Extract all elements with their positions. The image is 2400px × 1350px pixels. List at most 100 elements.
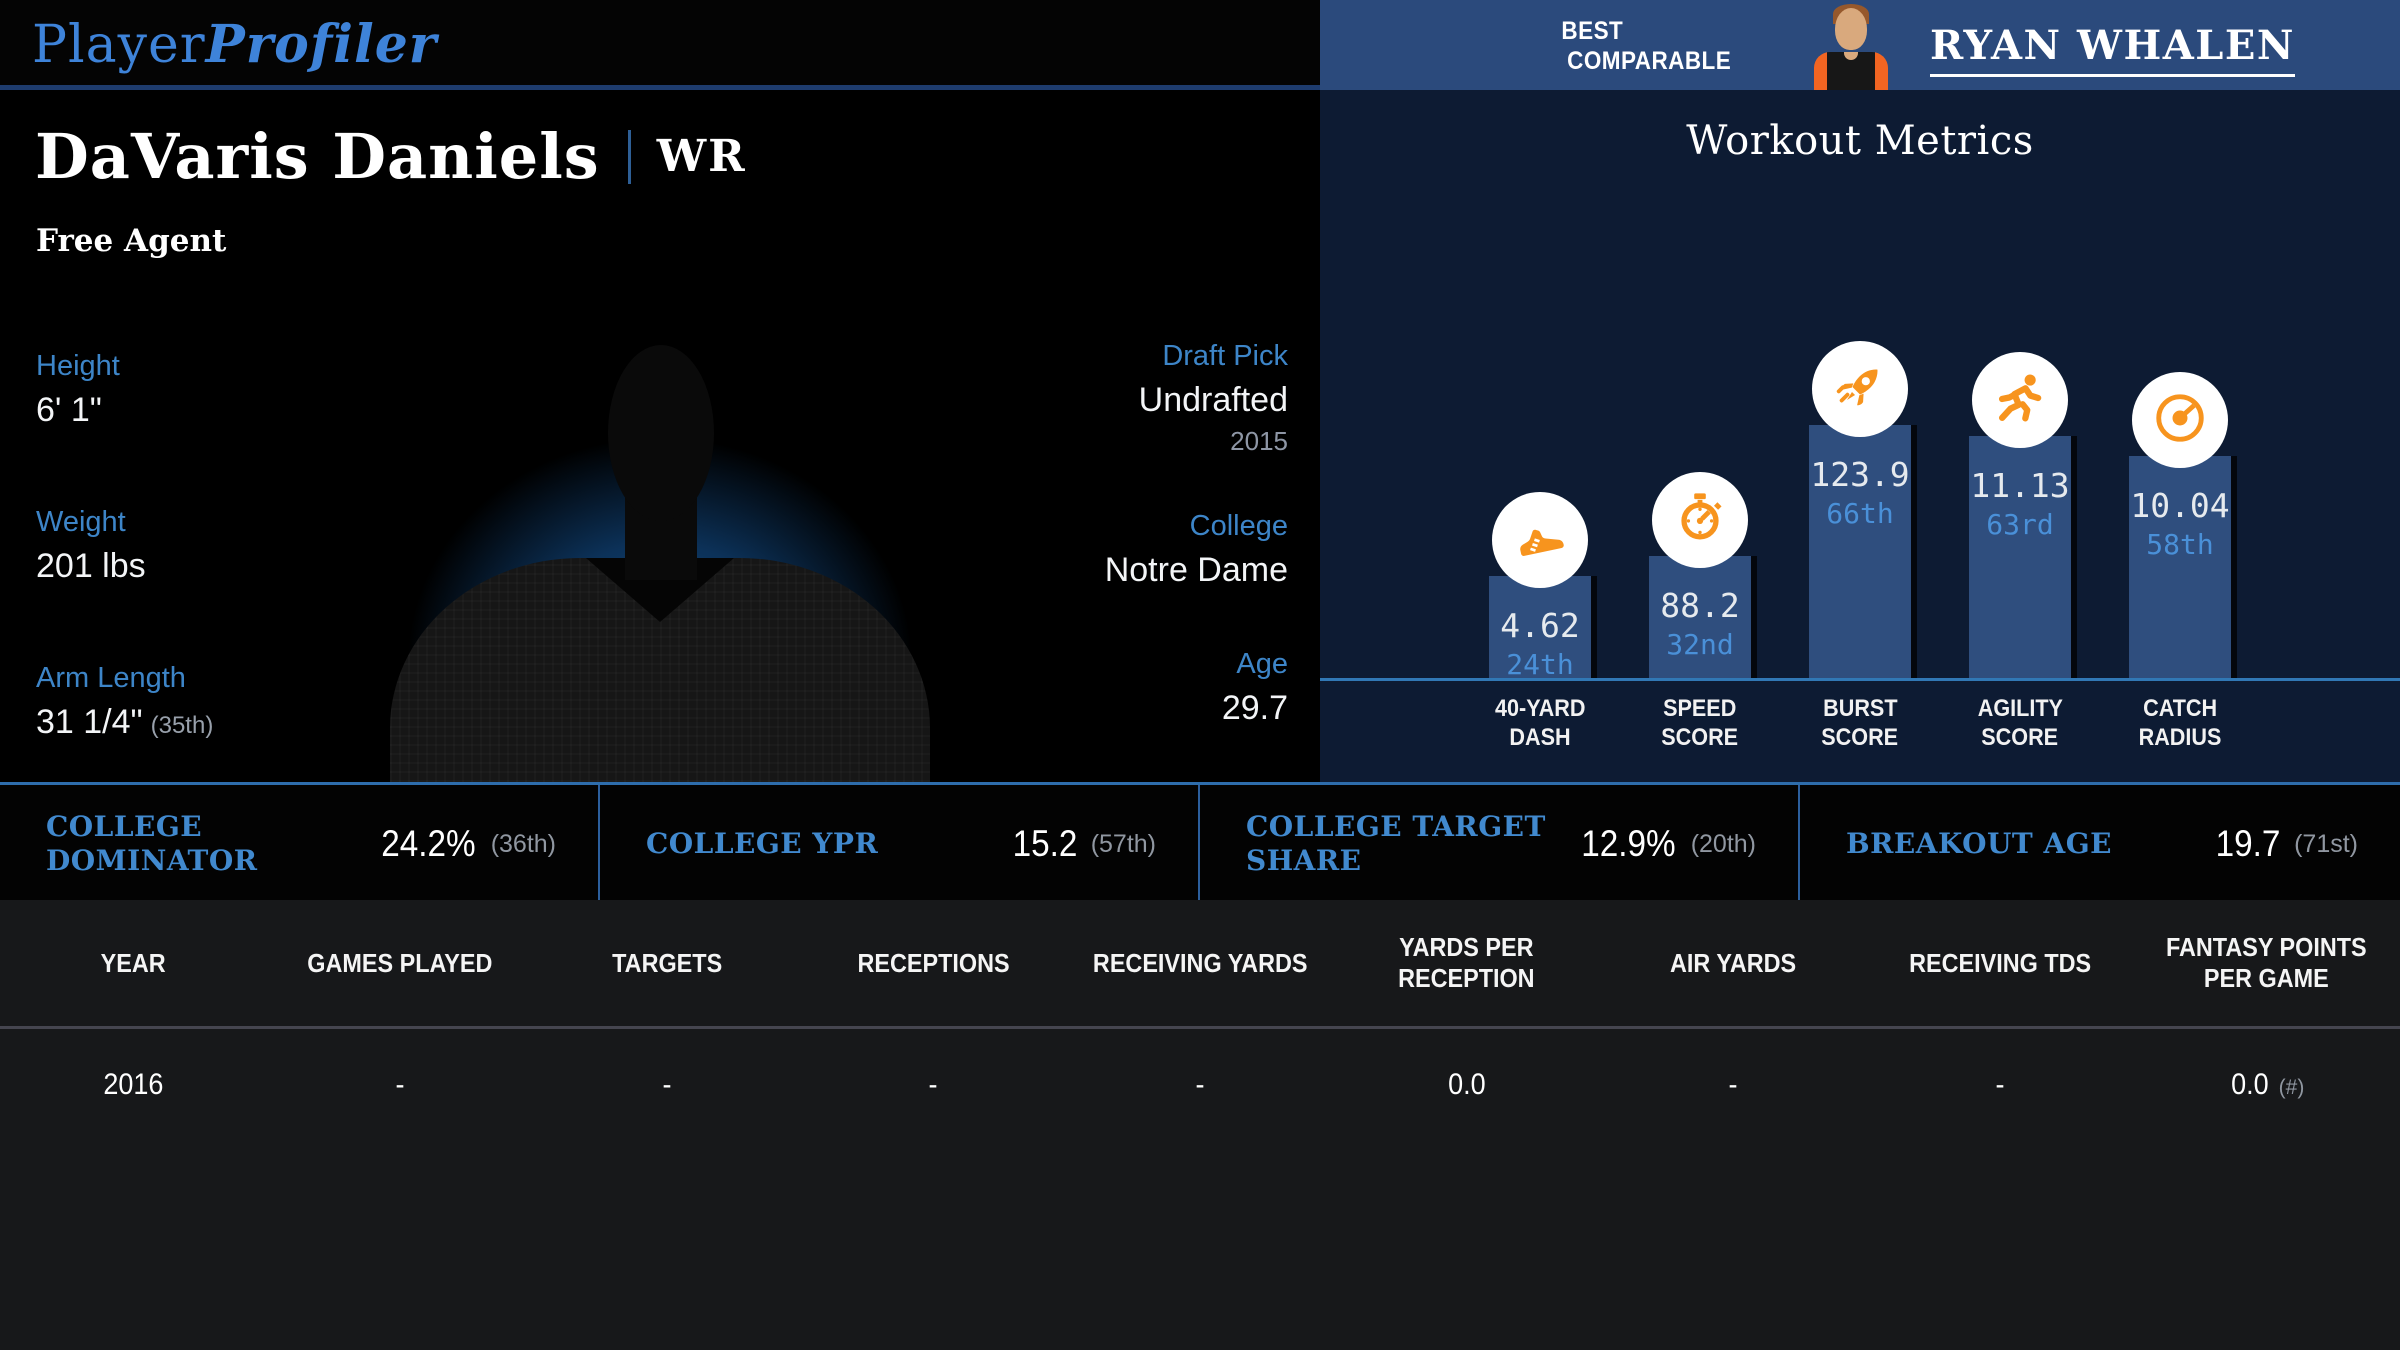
column-header-receptions: RECEPTIONS (857, 947, 1010, 978)
college-stat-percentile: (57th) (1090, 829, 1156, 858)
bio-note: 2015 (1230, 426, 1288, 456)
bio-label: Weight (36, 506, 126, 538)
radius-icon-circle (2132, 372, 2228, 468)
logo-text-bold: Profiler (205, 14, 438, 75)
college-stat-value: 12.9% (20th) (1576, 823, 1756, 865)
stopwatch-icon-circle (1652, 472, 1748, 568)
page-title: DaVaris Daniels (35, 120, 600, 193)
best-comparable-heading: BEST COMPARABLE (1558, 16, 1740, 76)
metric-axis-label: AGILITY SCORE (1977, 695, 2063, 751)
college-stat-percentile: (71st) (2294, 829, 2358, 858)
bio-label: College (1189, 510, 1288, 542)
metric-percentile: 66th (1826, 497, 1894, 530)
bio-label: Height (36, 350, 120, 382)
comparable-player-photo[interactable] (1808, 0, 1894, 90)
table-cell-note: (#) (2278, 1076, 2305, 1099)
metric-value: 10.04 (2130, 486, 2230, 525)
best-comparable-line2: COMPARABLE (1567, 47, 1732, 75)
metric-bar-burst-score: 123.9 66th (1809, 341, 1911, 678)
bio-value: 201 lbs (36, 547, 146, 585)
bio-label: Arm Length (36, 662, 186, 694)
comparable-player-link[interactable]: RYAN WHALEN (1930, 22, 2295, 77)
metric-percentile: 63rd (1986, 508, 2054, 541)
radius-icon (2151, 389, 2209, 452)
bio-value: 31 1/4" (35th) (36, 703, 214, 741)
silhouette-head (608, 345, 714, 521)
chart-title: Workout Metrics (1686, 118, 2034, 164)
college-stat-label: BREAKOUT AGE (1846, 827, 2112, 860)
bio-item-college: College Notre Dame (1105, 510, 1288, 590)
bio-item-draft-pick: Draft Pick Undrafted 2015 (1139, 340, 1288, 457)
table-cell: - (1995, 1068, 2005, 1101)
chart-axis-line (1320, 678, 2400, 681)
college-stat-label: COLLEGE YPR (646, 827, 879, 860)
metric-value: 4.62 (1500, 606, 1580, 645)
bio-value: Notre Dame (1104, 551, 1288, 589)
player-profiler-logo[interactable]: PlayerProfiler (32, 14, 437, 75)
column-header-air-yards: AIR YARDS (1670, 947, 1797, 978)
player-position: WR (656, 131, 747, 182)
metric-bar-agility-score: 11.13 63rd (1969, 352, 2071, 678)
table-cell: 0.0 (1447, 1068, 1486, 1101)
best-comparable-band: BEST COMPARABLE RYAN WHALEN (1320, 0, 2400, 90)
column-header-year: YEAR (100, 947, 166, 978)
bio-note: (35th) (150, 712, 214, 739)
bio-item-age: Age 29.7 (1222, 648, 1288, 728)
table-cell: 0.0 (#) (2231, 1068, 2305, 1101)
table-cell: - (1195, 1068, 1205, 1101)
college-stat-number: 24.2% (381, 823, 476, 864)
column-header-targets: TARGETS (611, 947, 722, 978)
rocket-icon-circle (1812, 341, 1908, 437)
bio-label: Draft Pick (1162, 340, 1288, 372)
college-stat-value: 24.2% (36th) (376, 823, 556, 865)
college-stat-percentile: (36th) (490, 829, 556, 858)
table-cell: - (662, 1068, 672, 1101)
metric-percentile: 24th (1506, 648, 1574, 681)
stats-table-divider (0, 1026, 2400, 1029)
college-stats-row: COLLEGE DOMINATOR 24.2% (36th) COLLEGE YPR 1… (0, 782, 2400, 903)
column-header-yards-per-reception: YARDS PER RECEPTION (1398, 932, 1535, 993)
table-cell: - (928, 1068, 938, 1101)
column-header-games-played: GAMES PLAYED (307, 947, 493, 978)
metric-bar-catch-radius: 10.04 58th (2129, 372, 2231, 678)
metric-value: 11.13 (1970, 466, 2070, 505)
player-name-row: DaVaris Daniels WR (35, 120, 747, 193)
name-position-divider (627, 129, 631, 184)
photo-head (1835, 8, 1867, 50)
column-header-receiving-yards: RECEIVING YARDS (1092, 947, 1308, 978)
season-stats-table: YEAR GAMES PLAYED TARGETS RECEPTIONS RECEIVI… (0, 900, 2400, 1350)
metric-axis-label: BURST SCORE (1821, 695, 1899, 751)
metric-axis-label: 40-YARD DASH (1494, 695, 1586, 751)
bio-value: 6' 1" (36, 391, 102, 429)
college-stat-value: 19.7 (71st) (2212, 823, 2358, 865)
metric-axis-label: SPEED SCORE (1661, 695, 1739, 751)
bio-item-arm-length: Arm Length 31 1/4" (35th) (36, 662, 213, 742)
player-hero-panel: DaVaris Daniels WR Free Agent Height 6' 1… (0, 90, 1320, 782)
table-cell: - (1728, 1068, 1738, 1101)
college-stat-value: 15.2 (57th) (1009, 823, 1156, 865)
bio-item-height: Height 6' 1" (36, 350, 120, 430)
college-stat-number: 12.9% (1581, 823, 1676, 864)
metric-percentile: 32nd (1666, 628, 1734, 661)
column-header-receiving-tds: RECEIVING TDS (1908, 947, 2091, 978)
runner-icon (1991, 369, 2049, 432)
college-stat-label: COLLEGE TARGET SHARE (1246, 810, 1546, 877)
college-stat-breakout-age: BREAKOUT AGE 19.7 (71st) (1800, 785, 2400, 903)
player-status: Free Agent (36, 223, 227, 259)
college-stat-label: COLLEGE DOMINATOR (46, 810, 258, 877)
college-stat-college-ypr: COLLEGE YPR 15.2 (57th) (600, 785, 1200, 903)
college-stat-percentile: (20th) (1690, 829, 1756, 858)
logo-text-regular: Player (32, 15, 206, 75)
rocket-icon (1831, 358, 1889, 421)
best-comparable-line1: BEST (1561, 17, 1624, 45)
metric-percentile: 58th (2146, 528, 2214, 561)
bio-label: Age (1236, 648, 1288, 680)
stats-table-header: YEAR GAMES PLAYED TARGETS RECEPTIONS RECEIVI… (0, 900, 2400, 1026)
top-header: PlayerProfiler (0, 0, 1320, 90)
metric-bar-speed-score: 88.2 32nd (1649, 472, 1751, 678)
column-header-fantasy-points-per-game: FANTASY POINTS PER GAME (2166, 932, 2367, 993)
stopwatch-icon (1671, 489, 1729, 552)
shoe-icon-circle (1492, 492, 1588, 588)
bio-item-weight: Weight 201 lbs (36, 506, 146, 586)
